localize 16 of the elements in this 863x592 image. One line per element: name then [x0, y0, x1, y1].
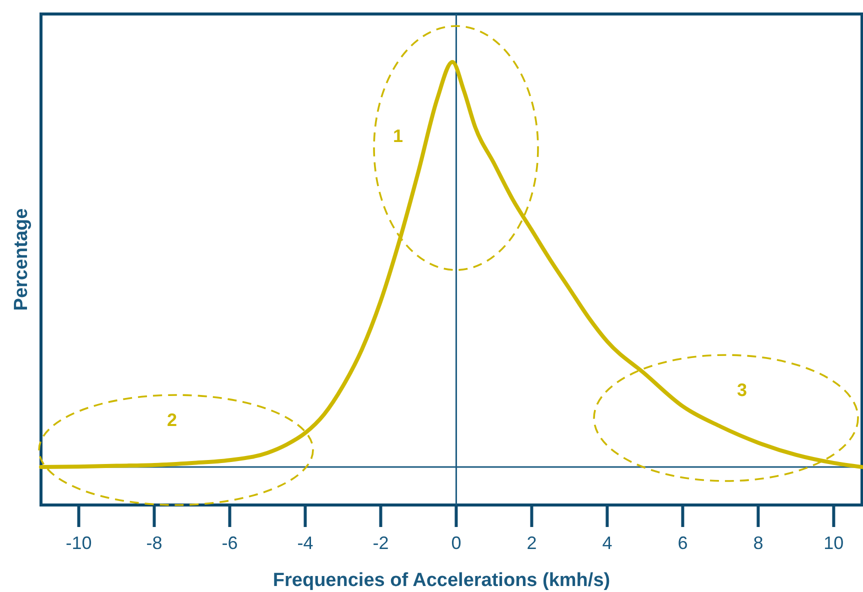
x-axis-title: Frequencies of Accelerations (kmh/s) — [272, 570, 610, 591]
x-tick-label: 4 — [602, 533, 612, 553]
x-tick-label: 10 — [824, 533, 844, 553]
x-tick-label: 6 — [678, 533, 688, 553]
x-tick-label: -2 — [372, 533, 389, 553]
x-tick-label: -4 — [297, 533, 314, 553]
annotation: 2 — [166, 410, 178, 430]
x-tick-label: 0 — [451, 533, 462, 553]
annotation: 3 — [736, 380, 748, 400]
x-tick-label: -8 — [146, 533, 162, 553]
x-tick-label: 2 — [526, 533, 537, 553]
y-axis-title: Percentage — [11, 208, 32, 311]
x-tick-label: -6 — [222, 533, 238, 553]
x-tick-label: 8 — [753, 533, 764, 553]
annotation: 1 — [392, 126, 404, 146]
x-tick-label: -10 — [66, 533, 92, 553]
